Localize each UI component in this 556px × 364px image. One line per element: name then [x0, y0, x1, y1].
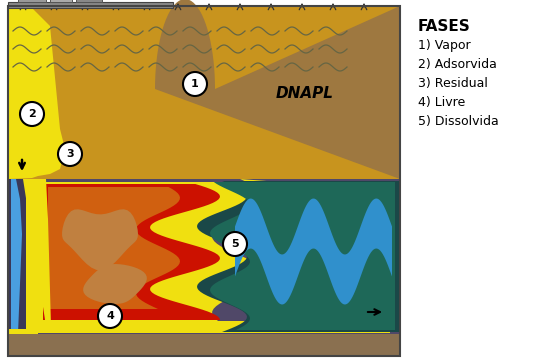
Bar [50, 0, 72, 2]
Circle shape [98, 304, 122, 328]
Polygon shape [26, 179, 280, 332]
Text: 5: 5 [231, 239, 239, 249]
Bar [8, 6, 400, 356]
Polygon shape [83, 264, 147, 304]
Bar [76, 0, 102, 2]
Bar [8, 334, 400, 356]
Polygon shape [197, 181, 400, 332]
Text: 4) Livre: 4) Livre [418, 96, 465, 109]
Polygon shape [235, 198, 392, 304]
Bar [8, 2, 173, 8]
Bar [8, 179, 26, 334]
Polygon shape [62, 209, 138, 270]
Polygon shape [48, 187, 180, 309]
Bar [8, 6, 400, 179]
Text: FASES: FASES [418, 19, 471, 34]
Circle shape [20, 102, 44, 126]
Text: 2) Adsorvida: 2) Adsorvida [418, 58, 497, 71]
Polygon shape [23, 179, 51, 326]
Text: 3: 3 [66, 149, 74, 159]
Text: DNAPL: DNAPL [276, 87, 334, 102]
Circle shape [58, 142, 82, 166]
Bar [8, 329, 38, 334]
Bar [8, 179, 400, 334]
Polygon shape [43, 184, 220, 320]
Polygon shape [11, 179, 22, 334]
Text: 4: 4 [106, 311, 114, 321]
Text: 1) Vapor: 1) Vapor [418, 39, 470, 52]
Bar [8, 321, 390, 333]
Bar [18, 0, 46, 2]
Text: 1: 1 [191, 79, 199, 89]
Circle shape [183, 72, 207, 96]
Polygon shape [8, 6, 65, 179]
Circle shape [223, 232, 247, 256]
Text: 3) Residual: 3) Residual [418, 77, 488, 90]
Polygon shape [155, 0, 400, 179]
Text: 2: 2 [28, 109, 36, 119]
Text: 5) Dissolvida: 5) Dissolvida [418, 115, 499, 128]
Polygon shape [210, 182, 395, 330]
